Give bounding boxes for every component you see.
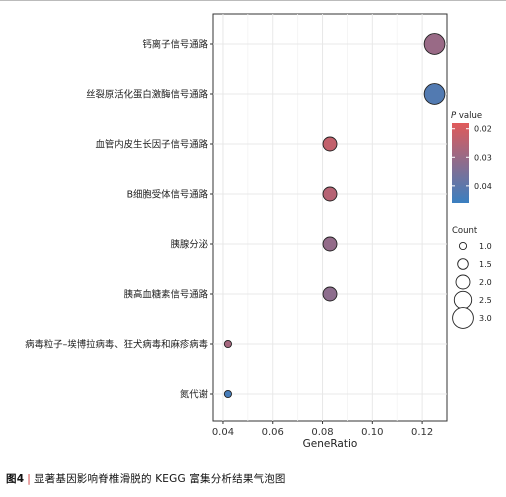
figure-caption: 图4 | 显著基因影响脊椎滑脱的 KEGG 富集分析结果气泡图 (6, 471, 286, 486)
y-tick-label: 钙离子信号通路 (142, 39, 208, 51)
colorbar-tick-label: 0.04 (474, 182, 492, 191)
count-legend-label: 3.0 (479, 314, 492, 323)
data-point (322, 186, 338, 202)
y-tick-label: 病毒粒子–埃博拉病毒、狂犬病毒和麻疹病毒 (25, 339, 208, 351)
x-axis-title: GeneRatio (303, 438, 358, 450)
top-rule (0, 0, 506, 1)
x-axis-ticks: 0.04 0.06 0.08 0.10 0.12 (212, 421, 433, 438)
data-point (322, 136, 338, 152)
p-value-colorbar-ticks: 0.02 0.03 0.04 (452, 125, 492, 191)
x-tick-label: 0.08 (311, 427, 333, 438)
p-value-legend-title-rest: value (456, 111, 482, 121)
x-tick-label: 0.12 (411, 427, 433, 438)
colorbar-tick-label: 0.03 (474, 153, 492, 162)
x-tick-label: 0.06 (262, 427, 284, 438)
y-tick-label: 胰腺分泌 (170, 239, 208, 251)
p-value-colorbar (452, 123, 469, 203)
data-points (223, 33, 446, 399)
data-point (322, 236, 338, 252)
p-value-legend-title-italic: P (451, 111, 457, 121)
data-point (322, 286, 338, 302)
count-legend-title: Count (452, 226, 478, 236)
data-point (423, 33, 446, 55)
count-legend-circle (457, 258, 469, 270)
data-point (223, 389, 232, 399)
count-legend-circle (452, 307, 474, 329)
caption-text: 显著基因影响脊椎滑脱的 KEGG 富集分析结果气泡图 (33, 473, 286, 485)
count-legend: Count 1.0 1.5 2.0 2.5 3.0 (452, 226, 492, 329)
x-tick-label: 0.04 (212, 427, 234, 438)
count-legend-label: 2.5 (479, 296, 492, 305)
grid-lines (213, 14, 447, 421)
p-value-legend: P value 0.02 0.03 0.04 (451, 111, 492, 203)
count-legend-label: 1.5 (479, 260, 492, 269)
p-value-legend-title: P value (451, 111, 482, 121)
y-tick-label: 氮代谢 (180, 389, 208, 401)
y-tick-label: 丝裂原活化蛋白激酶信号通路 (86, 89, 209, 101)
y-tick-label: 血管内皮生长因子信号通路 (95, 139, 208, 151)
count-legend-circle (458, 241, 468, 251)
data-point (423, 83, 446, 105)
data-point (223, 339, 232, 349)
count-legend-circle (453, 290, 473, 310)
count-legend-items: 1.0 1.5 2.0 2.5 3.0 (452, 241, 492, 329)
count-legend-label: 2.0 (479, 278, 492, 287)
count-legend-label: 1.0 (479, 242, 492, 251)
x-tick-label: 0.10 (361, 427, 383, 438)
plot-panel (212, 13, 448, 422)
caption-separator: | (27, 473, 31, 485)
y-tick-label: 胰高血糖素信号通路 (124, 289, 209, 301)
colorbar-tick-label: 0.02 (474, 125, 492, 134)
count-legend-circle (455, 274, 471, 290)
figure-label: 图4 (6, 473, 25, 485)
y-tick-label: B细胞受体信号通路 (127, 189, 209, 201)
